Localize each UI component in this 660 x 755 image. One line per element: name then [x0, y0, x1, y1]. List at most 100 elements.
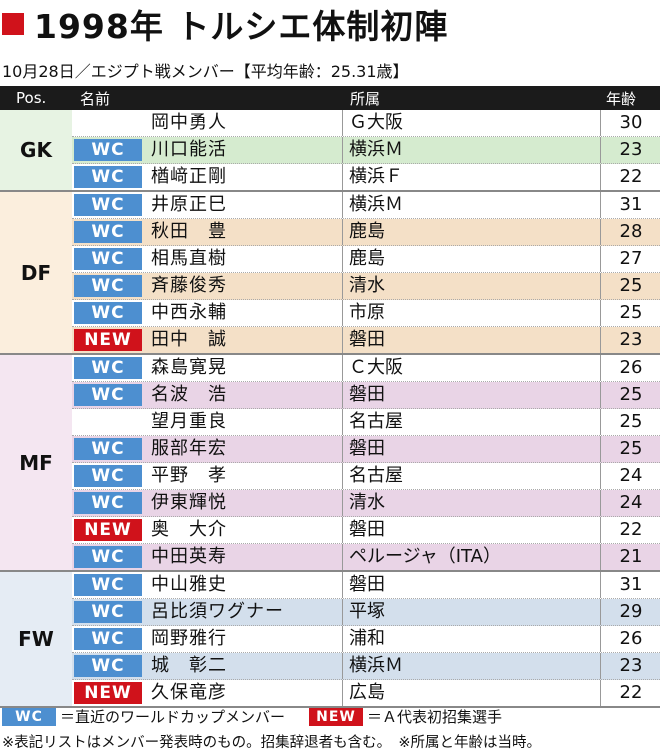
table-row: WC 伊東輝悦 清水 24	[72, 490, 660, 517]
group-df: DF WC 井原正巳 横浜Ｍ 31 WC 秋田 豊鹿島 28 WC 相馬直樹 鹿島 27 WC 斉藤俊秀清…	[0, 192, 660, 355]
legend-new-text: ＝Ａ代表初招集選手	[367, 708, 503, 726]
player-name: 伊東輝悦	[151, 492, 227, 513]
player-age: 22	[600, 164, 660, 190]
table-row: WC 岡野雅行 浦和 26	[72, 626, 660, 653]
player-club: ペルージャ（ITA）	[342, 544, 607, 570]
group-gk: GK 岡中勇人 Ｇ大阪 30 WC 川口能活 横浜Ｍ 23 WC 楢﨑正剛 横浜Ｆ 22	[0, 110, 660, 192]
table-row: WC 森島寛晃 Ｃ大阪 26	[72, 355, 660, 382]
player-name: 呂比須ワグナー	[151, 601, 284, 622]
title-bar: 1998年 トルシエ体制初陣	[0, 0, 660, 48]
player-name: 名波 浩	[151, 384, 227, 405]
player-club: Ｃ大阪	[342, 355, 607, 381]
player-groups: GK 岡中勇人 Ｇ大阪 30 WC 川口能活 横浜Ｍ 23 WC 楢﨑正剛 横浜Ｆ 22 DF WC 井原正…	[0, 110, 660, 708]
legend: WC ＝直近のワールドカップメンバー NEW ＝Ａ代表初招集選手	[2, 706, 502, 727]
player-age: 23	[600, 137, 660, 163]
player-age: 26	[600, 626, 660, 652]
table-row: WC 斉藤俊秀 清水 25	[72, 273, 660, 300]
header-club: 所属	[350, 89, 381, 108]
player-name: 森島寛晃	[151, 357, 227, 378]
table-row: WC 中田英寿 ペルージャ（ITA） 21	[72, 544, 660, 570]
player-club: 清水	[342, 490, 607, 516]
wc-badge: WC	[74, 465, 142, 487]
table-row: WC 井原正巳 横浜Ｍ 31	[72, 192, 660, 219]
player-name: 楢﨑正剛	[151, 166, 227, 187]
wc-badge: WC	[74, 302, 142, 324]
player-name: 井原正巳	[151, 194, 227, 215]
player-age: 25	[600, 300, 660, 326]
player-age: 22	[600, 680, 660, 706]
player-club: 磐田	[342, 382, 607, 408]
player-name: 岡野雅行	[151, 628, 227, 649]
player-name: 斉藤俊秀	[151, 275, 227, 296]
player-name: 中西永輔	[151, 302, 227, 323]
table-header: Pos. 名前 所属 年齢	[0, 86, 660, 110]
player-name: 田中 誠	[151, 329, 227, 350]
player-name: 望月重良	[151, 411, 227, 432]
player-name: 秋田 豊	[151, 221, 227, 242]
legend-wc-text: ＝直近のワールドカップメンバー	[60, 708, 286, 726]
wc-badge: WC	[74, 166, 142, 188]
wc-badge: WC	[74, 248, 142, 270]
player-club: 横浜Ｍ	[342, 137, 607, 163]
player-club: 浦和	[342, 626, 607, 652]
player-club: 横浜Ｍ	[342, 653, 607, 679]
table-row: WC 中西永輔 市原 25	[72, 300, 660, 327]
player-club: 磐田	[342, 327, 607, 353]
player-name: 中山雅史	[151, 574, 227, 595]
table-row: NEW 奥 大介 磐田 22	[72, 517, 660, 544]
table-row: WC 服部年宏 磐田 25	[72, 436, 660, 463]
table-row: WC 楢﨑正剛 横浜Ｆ 22	[72, 164, 660, 190]
player-age: 25	[600, 409, 660, 435]
position-label: GK	[0, 110, 73, 190]
table-row: WC 城 彰二 横浜Ｍ 23	[72, 653, 660, 680]
player-age: 21	[600, 544, 660, 570]
subtitle: 10月28日／エジプト戦メンバー【平均年齢：25.31歳】	[2, 62, 409, 81]
table-row: WC 中山雅史 磐田 31	[72, 572, 660, 599]
player-club: 磐田	[342, 572, 607, 598]
wc-badge: WC	[74, 655, 142, 677]
player-age: 24	[600, 490, 660, 516]
wc-badge: WC	[74, 438, 142, 460]
player-name: 相馬直樹	[151, 248, 227, 269]
table-row: WC 秋田 豊 鹿島 28	[72, 219, 660, 246]
footnote: ※表記リストはメンバー発表時のもの。招集辞退者も含む。 ※所属と年齢は当時。	[2, 735, 542, 751]
player-age: 31	[600, 572, 660, 598]
player-name: 川口能活	[151, 139, 227, 160]
player-age: 27	[600, 246, 660, 272]
player-club: 横浜Ｍ	[342, 192, 607, 218]
player-name: 中田英寿	[151, 546, 227, 567]
header-age: 年齢	[606, 89, 637, 108]
group-mf: MF WC 森島寛晃 Ｃ大阪 26 WC 名波 浩磐田 25 望月重良 名古屋 25 WC 服部年宏 磐田…	[0, 355, 660, 572]
player-name: 平野 孝	[151, 465, 227, 486]
legend-wc-badge: WC	[2, 707, 56, 726]
player-name: 奥 大介	[151, 519, 227, 540]
player-name: 久保竜彦	[151, 682, 227, 703]
roster-table: Pos. 名前 所属 年齢 GK 岡中勇人 Ｇ大阪 30 WC 川口能活 横浜Ｍ 23 WC 楢﨑…	[0, 86, 660, 708]
player-age: 25	[600, 436, 660, 462]
player-age: 25	[600, 273, 660, 299]
table-row: WC 名波 浩 磐田 25	[72, 382, 660, 409]
player-age: 26	[600, 355, 660, 381]
player-age: 31	[600, 192, 660, 218]
wc-badge: WC	[74, 384, 142, 406]
player-age: 25	[600, 382, 660, 408]
new-badge: NEW	[74, 682, 142, 704]
group-fw: FW WC 中山雅史 磐田 31 WC 呂比須ワグナー 平塚 29 WC 岡野雅行 浦和 26 WC 城 彰…	[0, 572, 660, 708]
wc-badge: WC	[74, 221, 142, 243]
position-label: MF	[0, 355, 73, 570]
player-club: 平塚	[342, 599, 607, 625]
wc-badge: WC	[74, 628, 142, 650]
header-pos: Pos.	[16, 89, 47, 107]
player-club: 市原	[342, 300, 607, 326]
player-age: 22	[600, 517, 660, 543]
table-row: WC 平野 孝 名古屋 24	[72, 463, 660, 490]
player-name: 岡中勇人	[151, 112, 227, 133]
player-club: 広島	[342, 680, 607, 706]
wc-badge: WC	[74, 492, 142, 514]
player-age: 30	[600, 110, 660, 136]
table-row: 岡中勇人 Ｇ大阪 30	[72, 110, 660, 137]
table-row: 望月重良 名古屋 25	[72, 409, 660, 436]
player-club: 鹿島	[342, 246, 607, 272]
new-badge: NEW	[74, 519, 142, 541]
table-row: NEW 久保竜彦 広島 22	[72, 680, 660, 706]
